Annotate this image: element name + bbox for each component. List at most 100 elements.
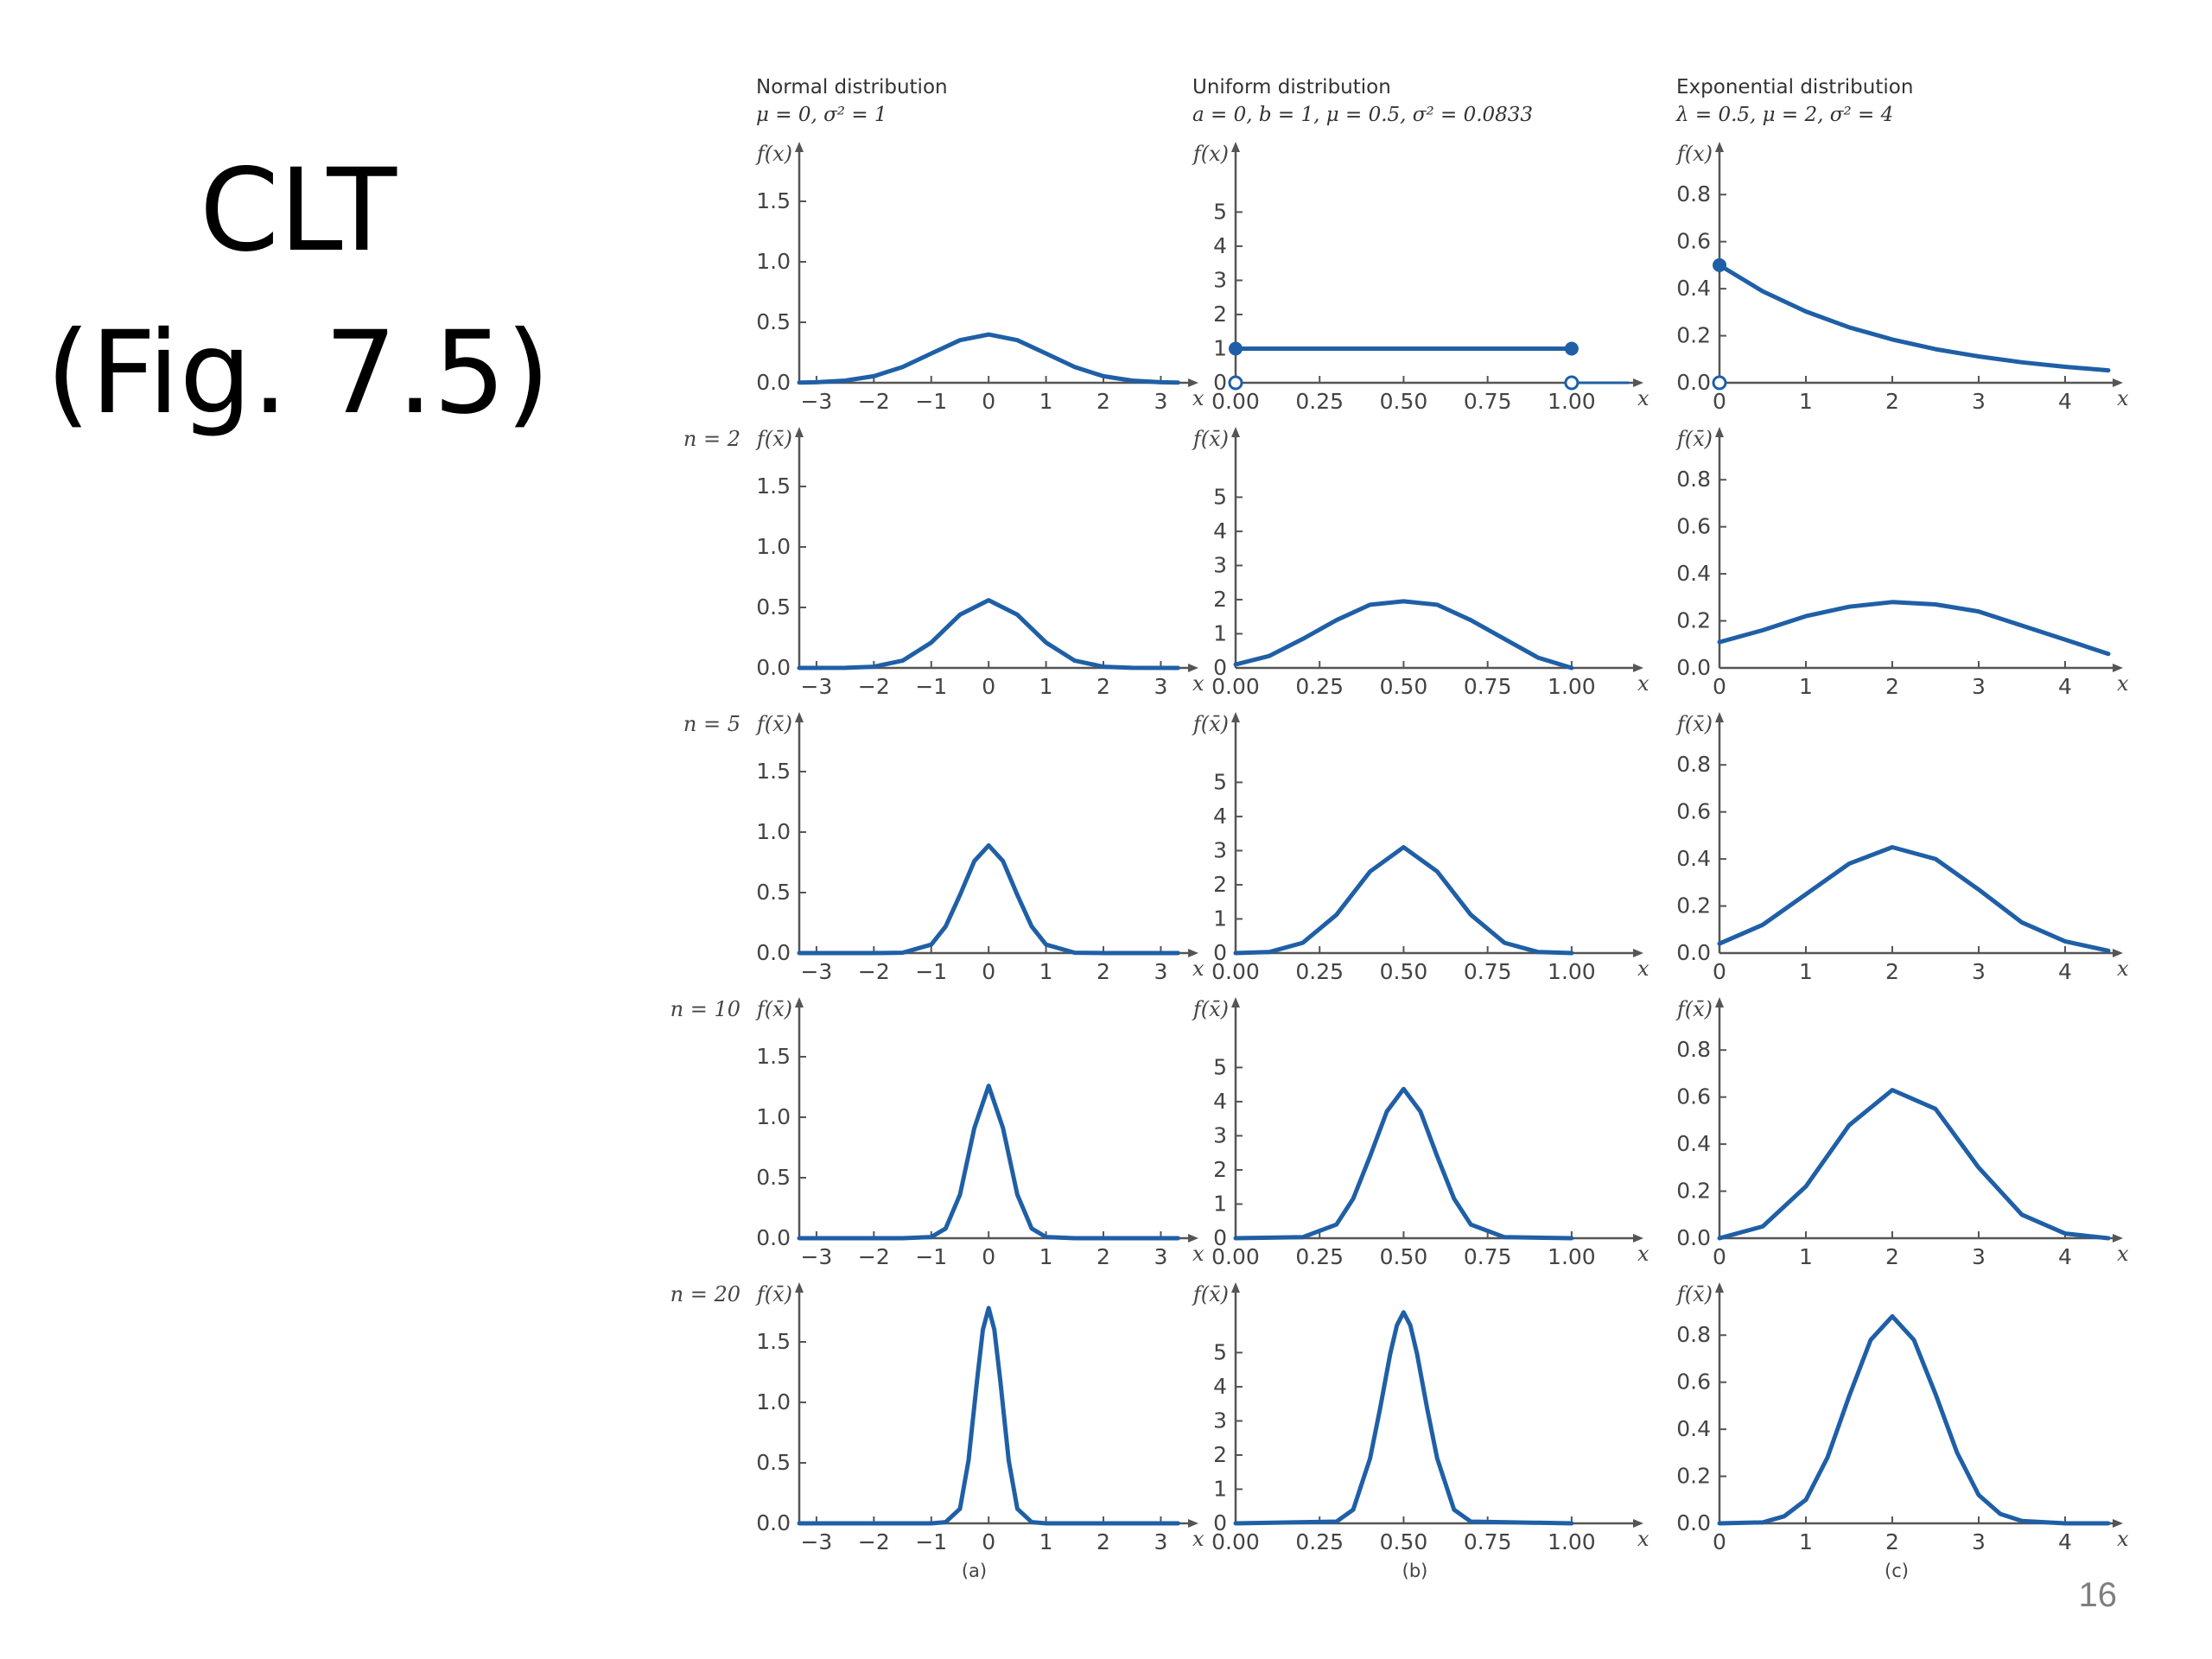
y-tick-label-b-4: 5 [1213,1054,1227,1079]
x-tick-label-a-4: −1 [915,1244,947,1269]
y-tick-label-a-3: 1.5 [756,759,791,784]
density-curve-a-5 [797,1306,1180,1526]
x-tick-label-a-2: −1 [915,674,947,699]
open-endpoint-b-1 [1564,375,1580,391]
x-tick-label-b-3: 1.00 [1548,959,1596,984]
x-tick-label-c-3: 4 [2058,959,2072,984]
x-tick-label-b-5: 0.25 [1295,1529,1344,1554]
x-tick-label-a-1: 0 [982,389,995,414]
y-axis-arrow-a-2 [795,427,804,437]
y-tick-label-b-3: 4 [1213,804,1227,829]
x-tick-label-a-5: 0 [982,1529,995,1554]
x-tick-label-b-1: 0.25 [1295,389,1344,414]
y-axis-label-b-4: f(x̄) [1192,997,1229,1021]
x-tick-label-c-4: 0 [1713,1244,1726,1269]
y-tick-label-b-2: 5 [1213,484,1227,509]
density-curve-c-1 [1717,263,2111,373]
x-axis-label-b-4: x [1637,1242,1649,1266]
x-tick-label-b-5: 1.00 [1548,1529,1596,1554]
y-tick-label-b-3: 3 [1213,837,1227,862]
x-tick-label-a-5: −3 [800,1529,832,1554]
x-tick-label-b-3: 0.75 [1464,959,1512,984]
x-axis-arrow-a-1 [1188,378,1198,387]
x-tick-label-a-5: 3 [1154,1529,1167,1554]
y-axis-arrow-a-1 [795,142,804,152]
x-tick-label-b-2: 0.50 [1380,674,1428,699]
density-curve-c-2 [1717,600,2111,657]
x-tick-label-b-5: 0.00 [1211,1529,1260,1554]
y-tick-label-c-4: 0.2 [1676,1179,1711,1204]
column-subtitle-a: μ = 0, σ² = 1 [756,104,887,126]
slide-title: CLT (Fig. 7.5) [0,130,596,454]
x-tick-label-b-4: 0.00 [1211,1244,1260,1269]
y-tick-label-a-4: 0.5 [756,1165,791,1190]
x-tick-label-b-5: 0.75 [1464,1529,1512,1554]
y-axis-arrow-a-4 [795,997,804,1007]
x-axis-label-b-5: x [1637,1527,1649,1551]
density-curve-c-3 [1717,845,2111,953]
density-curve-a-2 [797,598,1180,671]
y-tick-label-c-1: 0.0 [1676,370,1711,395]
density-curve-c-5 [1717,1313,2111,1526]
x-axis-label-c-5: x [2117,1527,2129,1551]
y-tick-label-c-5: 0.8 [1676,1322,1711,1347]
y-tick-label-b-1: 5 [1213,199,1227,224]
x-axis-label-a-4: x [1192,1242,1205,1266]
row-label-5: n = 20 [671,1282,741,1306]
x-axis-arrow-a-5 [1188,1519,1198,1528]
y-tick-label-c-5: 0.2 [1676,1464,1711,1489]
x-tick-label-b-2: 0.00 [1211,674,1260,699]
y-axis-label-b-2: f(x̄) [1192,427,1229,451]
x-tick-label-c-3: 2 [1885,959,1899,984]
x-tick-label-b-4: 1.00 [1548,1244,1596,1269]
y-axis-label-a-5: f(x̄) [755,1282,792,1306]
x-tick-label-a-3: 2 [1096,959,1110,984]
y-tick-label-b-5: 4 [1213,1374,1227,1399]
open-endpoint-c-1 [1712,375,1727,391]
y-tick-label-c-2: 0.0 [1676,655,1711,680]
y-tick-label-b-1: 2 [1213,302,1227,327]
density-curve-b-4 [1233,1086,1574,1241]
y-tick-label-a-4: 1.0 [756,1104,791,1129]
y-tick-label-a-4: 1.5 [756,1044,791,1069]
x-tick-label-c-4: 2 [1885,1244,1899,1269]
y-tick-label-c-4: 0.0 [1676,1225,1711,1250]
open-endpoint-b-1 [1228,375,1243,391]
page-number: 16 [2078,1576,2118,1614]
x-tick-label-c-4: 1 [1799,1244,1813,1269]
x-tick-label-c-2: 3 [1972,674,1986,699]
x-tick-label-a-4: −3 [800,1244,832,1269]
y-tick-label-a-5: 0.5 [756,1450,791,1475]
x-tick-label-a-4: −2 [858,1244,890,1269]
y-axis-label-b-1: f(x) [1192,142,1229,166]
x-tick-label-b-1: 0.75 [1464,389,1512,414]
x-axis-arrow-c-5 [2113,1519,2123,1528]
x-tick-label-b-4: 0.50 [1380,1244,1428,1269]
y-tick-label-a-2: 1.5 [756,474,791,499]
x-axis-arrow-c-3 [2113,949,2123,957]
x-tick-label-b-1: 1.00 [1548,389,1596,414]
x-axis-arrow-c-4 [2113,1234,2123,1243]
x-tick-label-c-3: 3 [1972,959,1986,984]
x-axis-label-c-1: x [2117,386,2129,410]
y-tick-label-b-2: 2 [1213,587,1227,612]
y-tick-label-b-5: 3 [1213,1408,1227,1433]
x-axis-label-b-2: x [1637,671,1649,696]
column-title-a: Normal distribution [756,76,948,99]
x-tick-label-c-1: 4 [2058,389,2072,414]
y-tick-label-b-5: 2 [1213,1442,1227,1467]
y-axis-label-b-3: f(x̄) [1192,712,1229,736]
x-tick-label-a-3: −1 [915,959,947,984]
y-axis-arrow-b-4 [1231,997,1240,1007]
y-axis-arrow-b-3 [1231,712,1240,722]
y-tick-label-c-2: 0.2 [1676,608,1711,633]
x-tick-label-c-5: 4 [2058,1529,2072,1554]
x-axis-label-a-2: x [1192,671,1205,696]
y-tick-label-a-3: 0.0 [756,940,791,965]
y-tick-label-a-4: 0.0 [756,1225,791,1250]
row-label-3: n = 5 [683,712,741,736]
x-tick-label-a-4: 0 [982,1244,995,1269]
y-axis-arrow-b-1 [1231,142,1240,152]
x-axis-arrow-a-4 [1188,1234,1198,1243]
column-label-b: (b) [1402,1560,1428,1581]
